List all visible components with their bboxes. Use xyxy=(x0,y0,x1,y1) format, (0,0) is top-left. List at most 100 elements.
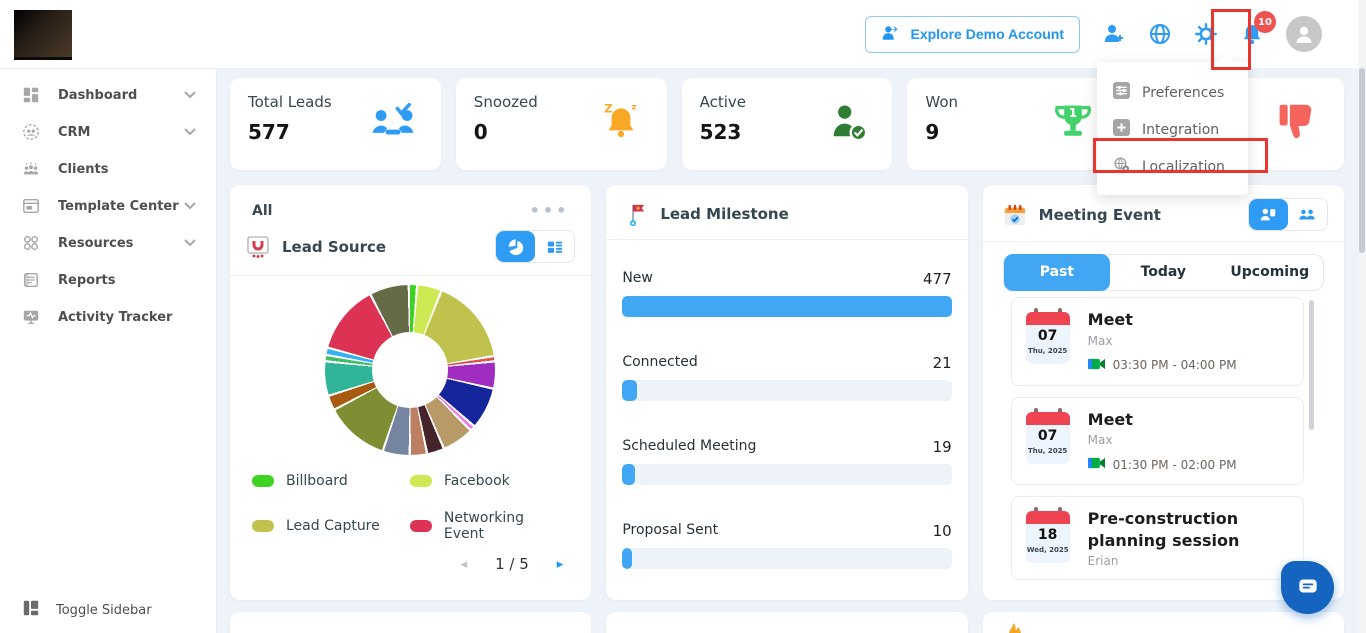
stat-value: 577 xyxy=(248,120,290,144)
google-meet-icon xyxy=(1087,456,1105,473)
page-scrollbar-thumb[interactable] xyxy=(1359,68,1365,253)
milestone-bar-track xyxy=(622,296,952,317)
legend-item[interactable]: Networking Event xyxy=(410,510,568,542)
milestone-bar-fill xyxy=(622,296,952,317)
lead-source-title: Lead Source xyxy=(282,237,387,256)
meeting-time: 03:30 PM - 04:00 PM xyxy=(1112,358,1237,373)
stat-card-total-leads[interactable]: Total Leads 577 xyxy=(230,78,441,170)
stat-card-active[interactable]: Active 523 xyxy=(681,78,893,170)
toggle-sidebar-button[interactable]: Toggle Sidebar xyxy=(22,599,152,621)
svg-text:Z: Z xyxy=(604,102,612,116)
thumbs-down-icon xyxy=(1274,99,1322,149)
partial-card-right xyxy=(982,612,1344,633)
milestone-value: 477 xyxy=(923,270,952,288)
milestone-value: 21 xyxy=(932,354,952,372)
leads-handshake-icon xyxy=(367,100,419,148)
meeting-people-view-button[interactable] xyxy=(1287,199,1327,230)
sidebar-item-label: CRM xyxy=(58,125,91,140)
milestone-bar-track xyxy=(622,548,952,569)
chat-bubble-icon xyxy=(1295,573,1321,602)
milestone-row-connected[interactable]: Connected 21 xyxy=(622,354,952,401)
table-view-button[interactable] xyxy=(535,231,575,262)
card-menu-ellipsis-icon[interactable]: ••• xyxy=(529,201,570,220)
meeting-item[interactable]: 18 Wed, 2025 Pre-construction planning s… xyxy=(1010,496,1304,581)
sidebar-item-activity-tracker[interactable]: Activity Tracker xyxy=(0,299,216,336)
menu-item-preferences[interactable]: Preferences xyxy=(1097,74,1248,111)
legend-item[interactable]: Billboard xyxy=(252,473,410,489)
lead-milestone-title: Lead Milestone xyxy=(660,205,789,223)
trophy-icon: 1 xyxy=(1050,100,1096,148)
legend-label: Lead Capture xyxy=(286,518,380,534)
tab-upcoming[interactable]: Upcoming xyxy=(1230,264,1310,280)
meeting-title: Meet xyxy=(1087,310,1133,329)
tab-past[interactable]: Past xyxy=(1003,254,1111,291)
add-user-icon[interactable] xyxy=(1102,22,1126,46)
sidebar-item-crm[interactable]: CRM xyxy=(0,114,216,151)
pagination-prev-icon[interactable]: ◂ xyxy=(460,556,468,572)
lead-source-filter-label[interactable]: All xyxy=(252,202,273,219)
meeting-item[interactable]: 07 Thu, 2025 Meet Max 01:30 PM - 02:00 P… xyxy=(1010,396,1304,486)
date-text: Thu, 2025 xyxy=(1027,347,1068,355)
milestone-row-scheduled-meeting[interactable]: Scheduled Meeting 19 xyxy=(622,438,952,485)
milestone-row-proposal-sent[interactable]: Proposal Sent 10 xyxy=(622,522,952,569)
date-text: Wed, 2025 xyxy=(1026,546,1069,555)
date-chip: 18 Wed, 2025 xyxy=(1025,507,1070,564)
page-scrollbar[interactable] xyxy=(1358,0,1366,633)
sidebar-item-dashboard[interactable]: Dashboard xyxy=(0,77,216,114)
lead-source-donut-chart[interactable] xyxy=(325,285,495,455)
sidebar-item-template-center[interactable]: Template Center xyxy=(0,188,216,225)
meeting-tabs: Past Today Upcoming xyxy=(1002,254,1324,291)
tab-today[interactable]: Today xyxy=(1140,264,1187,280)
milestone-flag-icon xyxy=(628,201,648,227)
sidebar-item-reports[interactable]: Reports xyxy=(0,262,216,299)
explore-demo-account-label: Explore Demo Account xyxy=(910,26,1064,42)
meeting-person: Max xyxy=(1087,433,1113,448)
meeting-item[interactable]: 07 Thu, 2025 Meet Max 03:30 PM - 04:00 P… xyxy=(1010,297,1304,386)
user-switch-icon xyxy=(881,24,901,45)
lead-source-magnet-icon xyxy=(246,235,270,259)
menu-item-integration[interactable]: Integration xyxy=(1097,111,1248,148)
sidebar-item-label: Reports xyxy=(58,273,116,288)
stat-card-won[interactable]: Won 9 1 xyxy=(907,78,1119,170)
stat-value: 523 xyxy=(699,120,742,144)
pagination-next-icon[interactable]: ▸ xyxy=(556,556,564,572)
sidebar-item-label: Dashboard xyxy=(58,88,138,103)
chat-widget-button[interactable] xyxy=(1281,561,1334,614)
meeting-event-card: Meeting Event Past Today Upcoming xyxy=(982,185,1344,600)
milestone-row-new[interactable]: New 477 xyxy=(622,270,952,317)
donut-hole xyxy=(372,332,448,408)
partial-card-left xyxy=(230,612,592,633)
header-actions: Explore Demo Account xyxy=(865,11,1322,53)
meeting-person: Max xyxy=(1087,333,1113,348)
milestone-bar-track xyxy=(622,464,952,485)
sidebar-item-label: Resources xyxy=(58,236,134,251)
svg-text:1: 1 xyxy=(1069,106,1077,120)
globe-icon[interactable] xyxy=(1148,22,1172,46)
date-day: 18 xyxy=(1037,527,1058,544)
pie-view-button[interactable] xyxy=(496,231,536,262)
milestone-list: New 477 Connected 21 S xyxy=(606,240,967,569)
date-chip: 07 Thu, 2025 xyxy=(1025,308,1070,364)
meeting-list-scrollbar[interactable] xyxy=(1308,300,1314,430)
legend-item[interactable]: Facebook xyxy=(410,473,568,489)
flame-icon xyxy=(1003,623,1023,633)
sidebar-item-resources[interactable]: Resources xyxy=(0,225,216,262)
legend-item[interactable]: Lead Capture xyxy=(252,510,410,542)
legend-label: Billboard xyxy=(286,473,348,489)
svg-text:z: z xyxy=(631,101,636,111)
stat-value: 9 xyxy=(925,120,940,144)
sliders-icon xyxy=(1113,82,1130,103)
sidebar-item-clients[interactable]: Clients xyxy=(0,151,216,188)
chevron-down-icon xyxy=(184,125,196,140)
chevron-down-icon xyxy=(184,199,196,214)
sidebar-item-label: Template Center xyxy=(58,199,179,214)
legend-swatch xyxy=(252,475,274,487)
meeting-list-view-button[interactable] xyxy=(1248,199,1288,230)
meeting-person: Erian xyxy=(1087,554,1119,569)
avatar[interactable] xyxy=(1286,16,1322,52)
resources-icon xyxy=(22,234,42,254)
company-logo[interactable] xyxy=(14,10,72,60)
explore-demo-account-button[interactable]: Explore Demo Account xyxy=(865,15,1080,53)
